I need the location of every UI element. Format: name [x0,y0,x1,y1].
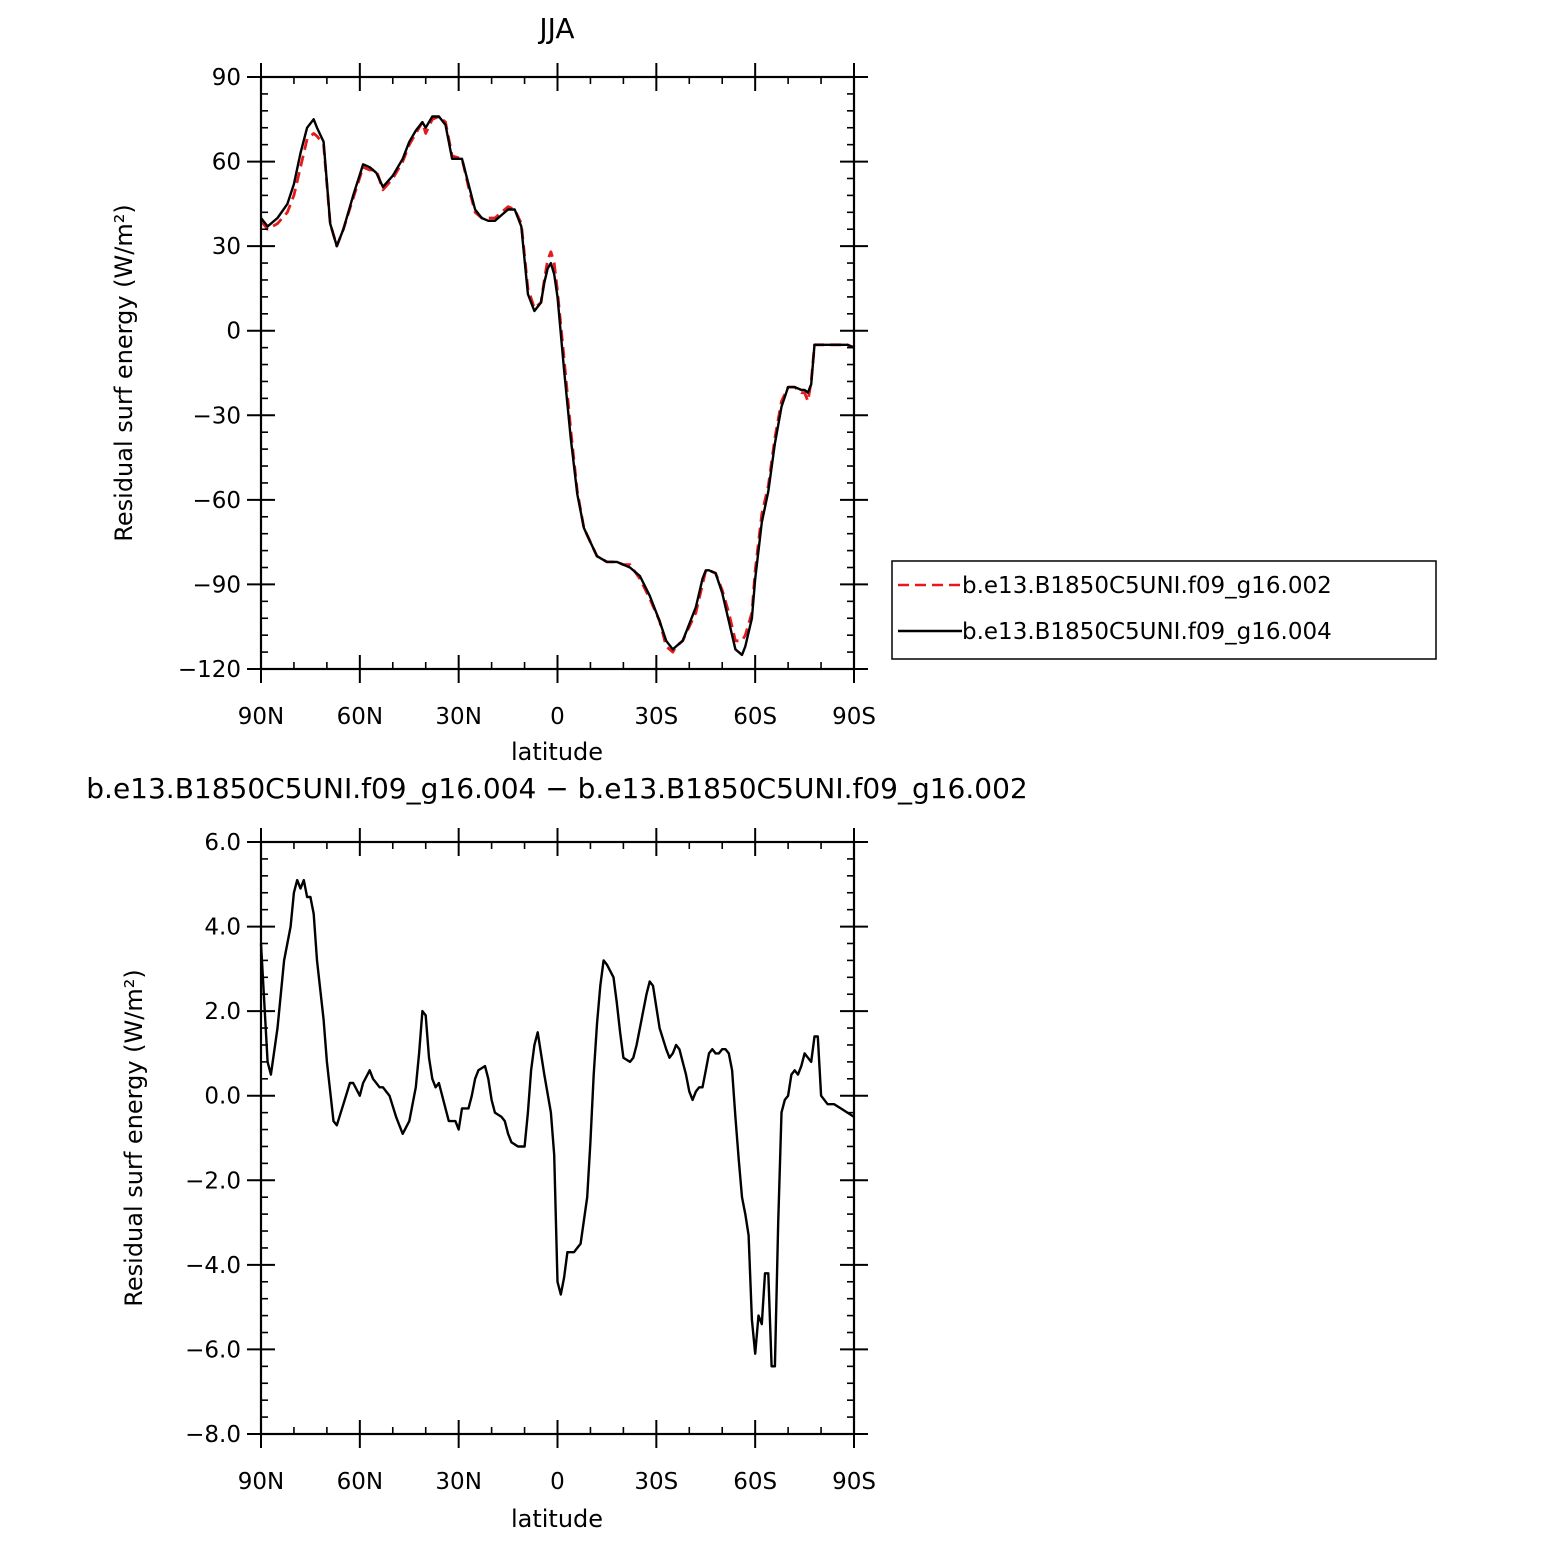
x-tick-label: 30N [435,704,481,730]
top-line-chart: JJA 90 60 30 0 −30 −60 −90 −120 90N 60N 30N 0 30S 60S… [110,12,1436,766]
y-tick-label: −90 [192,572,241,598]
y-tick-label: 30 [212,234,241,260]
bottom-chart-title: b.e13.B1850C5UNI.f09_g16.004 − b.e13.B18… [86,772,1027,805]
y-tick-label: −6.0 [185,1337,241,1363]
y-tick-label: −120 [178,657,241,683]
y-tick-label: 0.0 [204,1084,241,1110]
y-tick-label: −60 [192,488,241,514]
x-tick-label: 0 [550,704,565,730]
x-tick-label: 30S [634,1469,678,1495]
y-tick-label: 4.0 [204,915,241,941]
x-tick-label: 90S [832,1469,876,1495]
y-tick-label: −8.0 [185,1422,241,1448]
x-tick-label: 90S [832,704,876,730]
y-tick-label: 2.0 [204,999,241,1025]
x-tick-label: 90N [238,1469,284,1495]
x-tick-label: 60S [733,704,777,730]
y-tick-label: −30 [192,403,241,429]
y-tick-label: 60 [212,150,241,176]
legend-label-series-2: b.e13.B1850C5UNI.f09_g16.004 [962,619,1332,645]
x-tick-label: 0 [550,1469,565,1495]
top-plot-frame [261,77,854,669]
legend: b.e13.B1850C5UNI.f09_g16.002 b.e13.B1850… [892,561,1436,659]
legend-label-series-1: b.e13.B1850C5UNI.f09_g16.002 [962,573,1332,599]
top-chart-title: JJA [537,12,574,45]
x-tick-label: 60N [337,704,383,730]
x-tick-label: 30N [435,1469,481,1495]
top-x-axis-label: latitude [511,738,603,766]
series-line-dashed-1 [261,117,854,653]
y-tick-label: 6.0 [204,830,241,856]
x-tick-label: 90N [238,704,284,730]
bottom-y-axis-label: Residual surf energy (W/m²) [120,969,148,1306]
bottom-line-chart: b.e13.B1850C5UNI.f09_g16.004 − b.e13.B18… [86,772,1027,1533]
x-tick-label: 60N [337,1469,383,1495]
y-tick-label: 90 [212,65,241,91]
y-tick-label: 0 [226,319,241,345]
y-tick-label: −4.0 [185,1253,241,1279]
series-line-1 [261,880,854,1366]
y-tick-label: −2.0 [185,1168,241,1194]
bottom-plot-frame [261,842,854,1434]
x-tick-label: 60S [733,1469,777,1495]
bottom-x-axis-label: latitude [511,1505,603,1533]
series-line-2 [261,117,854,655]
x-tick-label: 30S [634,704,678,730]
top-y-axis-label: Residual surf energy (W/m²) [110,204,138,541]
